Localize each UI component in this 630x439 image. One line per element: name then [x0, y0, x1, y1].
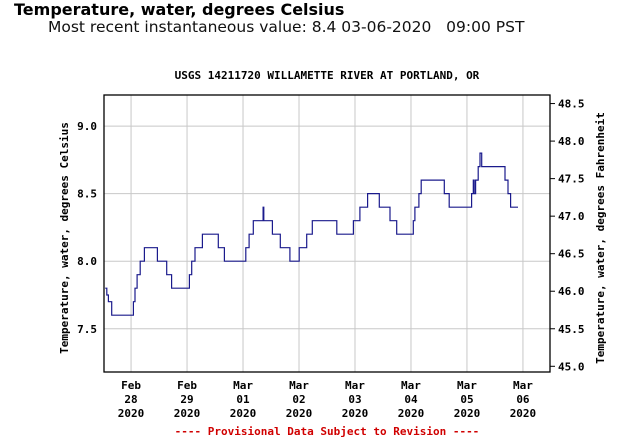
page-title: Temperature, water, degrees Celsius	[14, 0, 345, 19]
x-tick-label: 2020	[174, 407, 201, 420]
x-tick-label: Mar	[401, 379, 421, 392]
x-tick-label: 2020	[286, 407, 313, 420]
x-tick-label: 03	[348, 393, 361, 406]
x-tick-label: 2020	[342, 407, 369, 420]
x-tick-label: 04	[404, 393, 418, 406]
y-tick-label: 8.5	[77, 188, 97, 201]
x-tick-label: 2020	[230, 407, 257, 420]
provisional-data-note: ---- Provisional Data Subject to Revisio…	[175, 425, 480, 438]
y2-tick-label: 48.0	[558, 135, 585, 148]
y-tick-label: 7.5	[77, 323, 97, 336]
y2-tick-label: 47.5	[558, 173, 585, 186]
x-tick-label: 29	[180, 393, 193, 406]
x-tick-label: 05	[460, 393, 473, 406]
y2-tick-label: 47.0	[558, 210, 585, 223]
y-tick-label: 9.0	[77, 120, 97, 133]
x-tick-label: 01	[236, 393, 250, 406]
y2-tick-label: 48.5	[558, 98, 585, 111]
chart-title: USGS 14211720 WILLAMETTE RIVER AT PORTLA…	[175, 69, 480, 82]
most-recent-value: Most recent instantaneous value: 8.4 03-…	[48, 18, 525, 36]
y2-tick-label: 45.5	[558, 323, 585, 336]
x-tick-label: 2020	[118, 407, 145, 420]
x-tick-label: Mar	[457, 379, 477, 392]
x-tick-label: Mar	[289, 379, 309, 392]
grid	[104, 95, 550, 372]
x-tick-label: 28	[124, 393, 137, 406]
series-line-temperature	[105, 152, 518, 316]
x-tick-label: 2020	[454, 407, 481, 420]
y2-tick-label: 46.5	[558, 248, 585, 261]
x-tick-label: Mar	[345, 379, 365, 392]
plot-frame	[103, 94, 551, 373]
y2-axis-label: Temperature, water, degrees Fahrenheit	[594, 112, 607, 364]
x-tick-label: 02	[292, 393, 305, 406]
y-tick-label: 8.0	[77, 255, 97, 268]
x-tick-label: 2020	[398, 407, 425, 420]
x-tick-label: Mar	[513, 379, 533, 392]
y2-tick-label: 45.0	[558, 360, 585, 373]
x-tick-label: 06	[516, 393, 530, 406]
x-tick-label: 2020	[510, 407, 537, 420]
x-tick-label: Feb	[177, 379, 197, 392]
y2-tick-label: 46.0	[558, 285, 585, 298]
y-axis-label: Temperature, water, degrees Celsius	[58, 122, 71, 354]
x-tick-label: Mar	[233, 379, 253, 392]
x-tick-label: Feb	[121, 379, 141, 392]
